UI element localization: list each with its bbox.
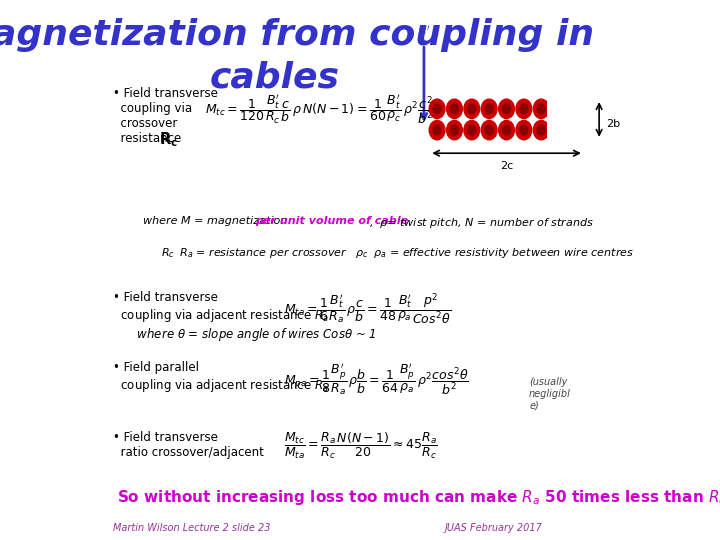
Text: $\dfrac{M_{tc}}{M_{ta}} = \dfrac{R_a}{R_c}\dfrac{N(N-1)}{20} \approx 45\dfrac{R_: $\dfrac{M_{tc}}{M_{ta}} = \dfrac{R_a}{R_… bbox=[284, 431, 438, 461]
Circle shape bbox=[572, 125, 580, 135]
Circle shape bbox=[537, 125, 545, 135]
Text: • Field transverse
  coupling via
  crossover
  resistance: • Field transverse coupling via crossove… bbox=[113, 87, 217, 145]
Circle shape bbox=[485, 104, 493, 113]
Circle shape bbox=[485, 125, 493, 135]
Text: JUAS February 2017: JUAS February 2017 bbox=[444, 523, 542, 533]
Text: where M = magnetization: where M = magnetization bbox=[143, 217, 291, 226]
Circle shape bbox=[446, 120, 462, 140]
Circle shape bbox=[534, 120, 549, 140]
Circle shape bbox=[464, 120, 480, 140]
Circle shape bbox=[499, 120, 514, 140]
Circle shape bbox=[433, 125, 441, 135]
Circle shape bbox=[568, 99, 584, 118]
Circle shape bbox=[554, 104, 562, 113]
Circle shape bbox=[468, 104, 476, 113]
Circle shape bbox=[572, 104, 580, 113]
Text: ,  $\rho$= twist pitch, N = number of strands: , $\rho$= twist pitch, N = number of str… bbox=[369, 217, 594, 230]
Text: $M_{pa} = \dfrac{1}{8}\dfrac{B_p^{\prime}}{R_a}\,\rho\dfrac{b}{b} = \dfrac{1}{64: $M_{pa} = \dfrac{1}{8}\dfrac{B_p^{\prime… bbox=[284, 361, 469, 396]
Circle shape bbox=[433, 104, 441, 113]
Text: • Field parallel
  coupling via adjacent resistance $R_a$: • Field parallel coupling via adjacent r… bbox=[113, 361, 328, 394]
Circle shape bbox=[520, 125, 528, 135]
Text: where $\theta$ = slope angle of wires Cos$\theta$ ~ 1: where $\theta$ = slope angle of wires Co… bbox=[122, 326, 376, 343]
Text: (usually
negligibl
e): (usually negligibl e) bbox=[529, 377, 571, 410]
Circle shape bbox=[551, 120, 567, 140]
Circle shape bbox=[568, 120, 584, 140]
Circle shape bbox=[481, 120, 497, 140]
Circle shape bbox=[537, 104, 545, 113]
Circle shape bbox=[446, 99, 462, 118]
Text: 2c: 2c bbox=[500, 161, 513, 171]
Circle shape bbox=[503, 125, 510, 135]
Text: 2b: 2b bbox=[606, 119, 620, 129]
Text: $B'$: $B'$ bbox=[417, 24, 431, 39]
Circle shape bbox=[503, 104, 510, 113]
Circle shape bbox=[516, 120, 532, 140]
Circle shape bbox=[429, 120, 445, 140]
Circle shape bbox=[520, 104, 528, 113]
Circle shape bbox=[464, 99, 480, 118]
Text: $M_{tc} = \dfrac{1}{120}\dfrac{B_t^{\prime}}{R_c}\dfrac{c}{b}\,\rho\, N(N-1) = \: $M_{tc} = \dfrac{1}{120}\dfrac{B_t^{\pri… bbox=[204, 93, 434, 126]
Text: • Field transverse
  coupling via adjacent resistance $R_a$: • Field transverse coupling via adjacent… bbox=[113, 292, 328, 324]
Text: $\mathbf{R_c}$: $\mathbf{R_c}$ bbox=[159, 130, 178, 149]
Text: • Field transverse
  ratio crossover/adjacent: • Field transverse ratio crossover/adjac… bbox=[113, 431, 264, 459]
Circle shape bbox=[429, 99, 445, 118]
Text: Martin Wilson Lecture 2 slide 23: Martin Wilson Lecture 2 slide 23 bbox=[113, 523, 270, 533]
Circle shape bbox=[451, 125, 459, 135]
Circle shape bbox=[554, 125, 562, 135]
Text: So without increasing loss too much can make $R_a$ 50 times less than $R_c$ - an: So without increasing loss too much can … bbox=[117, 488, 720, 507]
Text: Magnetization from coupling in: Magnetization from coupling in bbox=[0, 17, 594, 51]
Circle shape bbox=[516, 99, 532, 118]
Circle shape bbox=[534, 99, 549, 118]
Text: $R_c \;\; R_a$ = resistance per crossover   $\rho_c \;\; \rho_a$ = effective res: $R_c \;\; R_a$ = resistance per crossove… bbox=[161, 246, 634, 260]
Circle shape bbox=[468, 125, 476, 135]
Text: per unit volume of cable: per unit volume of cable bbox=[255, 217, 408, 226]
Circle shape bbox=[481, 99, 497, 118]
Circle shape bbox=[551, 99, 567, 118]
Text: cables: cables bbox=[210, 60, 340, 94]
Text: $M_{ta} = \dfrac{1}{6}\dfrac{B_t^{\prime}}{R_a}\,\rho\dfrac{c}{b} = \dfrac{1}{48: $M_{ta} = \dfrac{1}{6}\dfrac{B_t^{\prime… bbox=[284, 292, 451, 326]
Circle shape bbox=[499, 99, 514, 118]
Circle shape bbox=[451, 104, 459, 113]
